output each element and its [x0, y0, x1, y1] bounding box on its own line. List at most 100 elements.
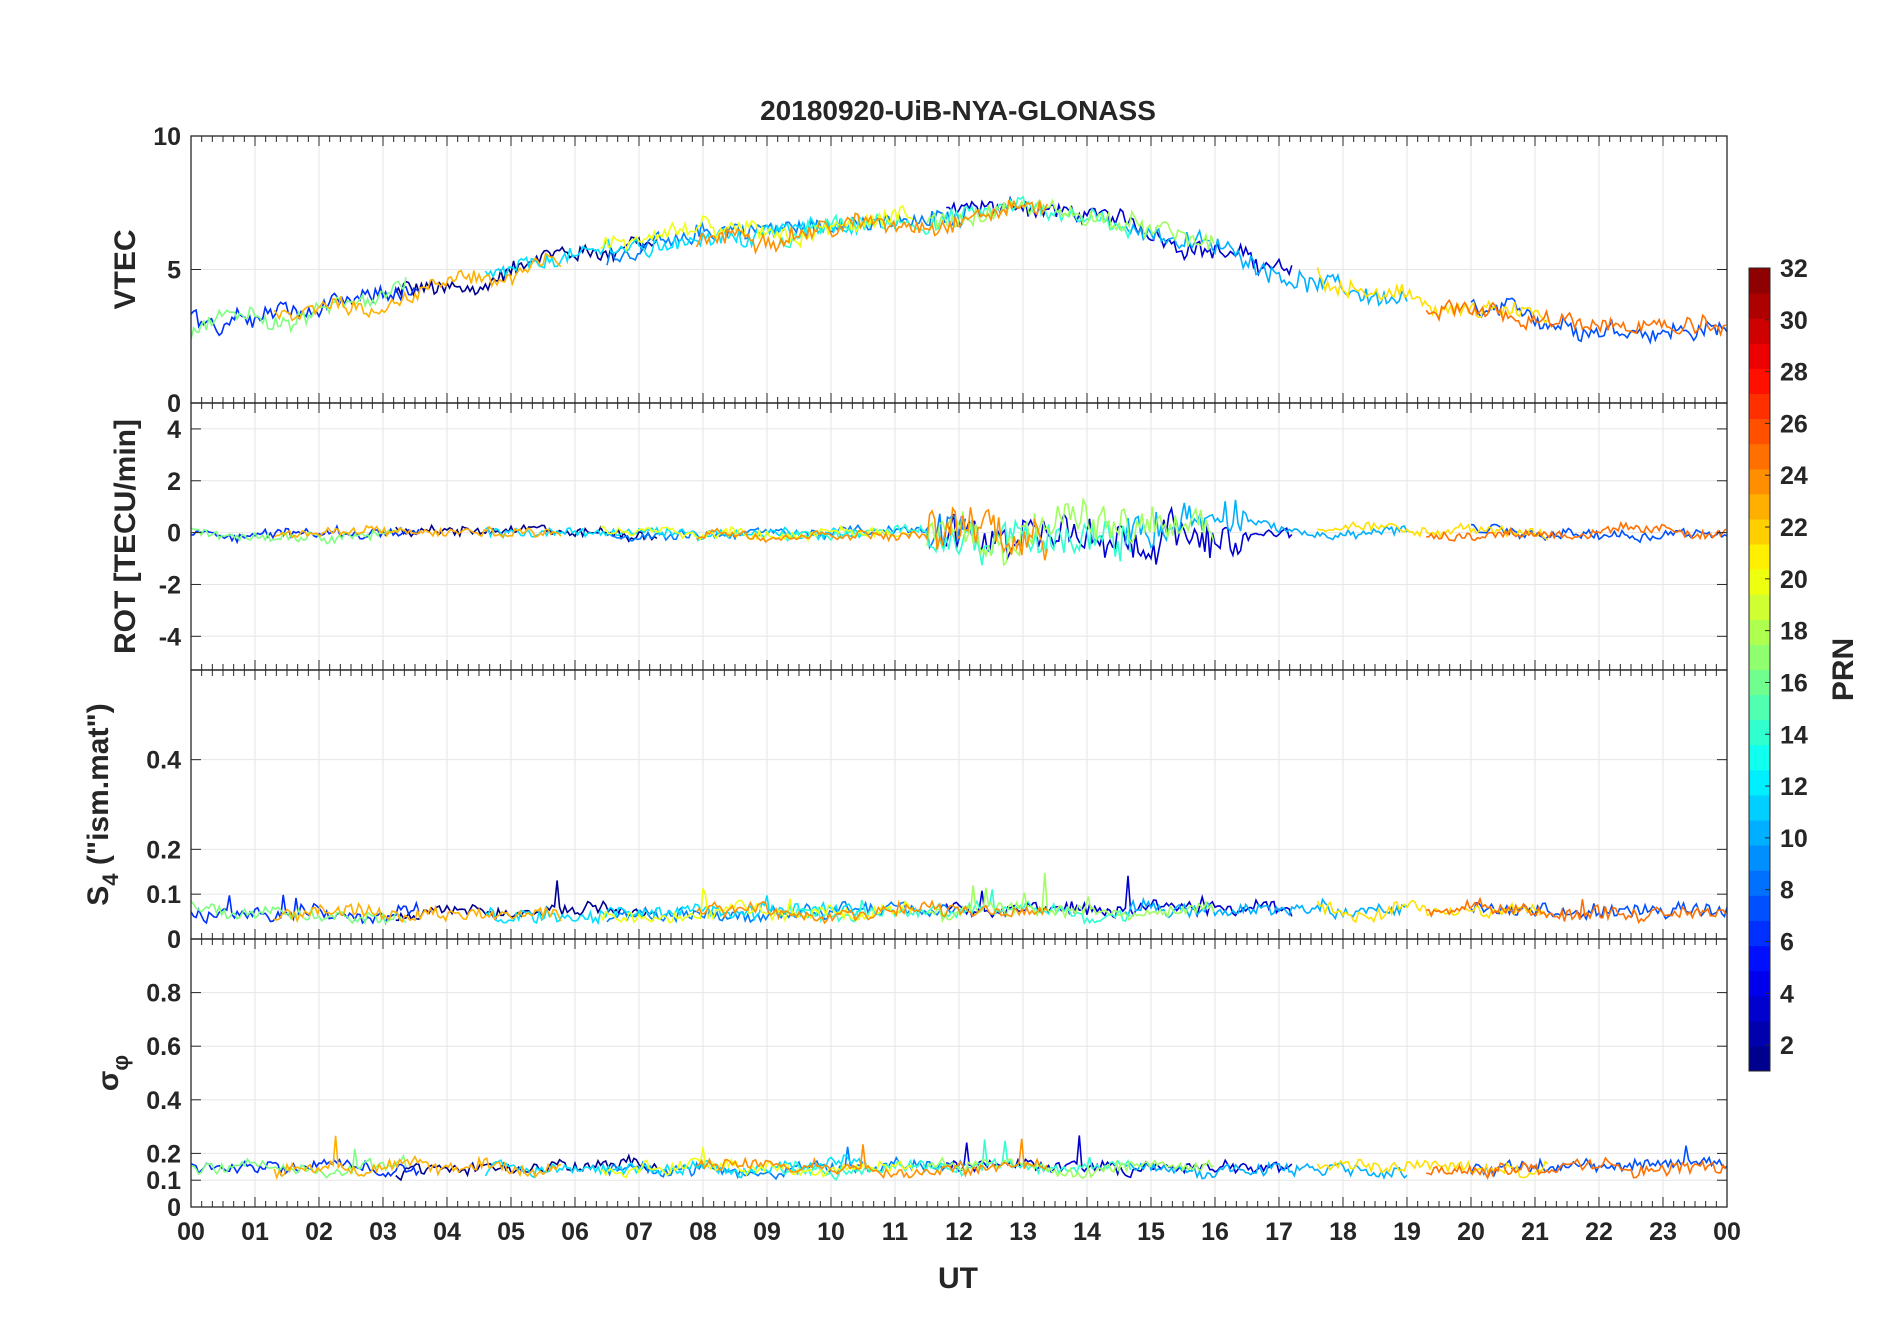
x-tick-label: 05	[497, 1218, 525, 1246]
x-tick-label: 17	[1265, 1218, 1293, 1246]
y-tick-label: 0.4	[146, 747, 181, 775]
y-tick-label: 0.4	[146, 1087, 181, 1115]
series-line-prn-19	[600, 524, 914, 543]
series-line-prn-20	[1316, 267, 1549, 325]
series-line-prn-8	[606, 208, 967, 266]
colorbar-segment	[1749, 945, 1770, 972]
series-line-prn-10	[1124, 223, 1408, 307]
colorbar-segment	[1749, 343, 1770, 369]
x-tick-label: 04	[433, 1218, 461, 1246]
colorbar-segment	[1749, 820, 1770, 846]
y-tick-label: 0.8	[146, 980, 181, 1008]
colorbar-segment	[1749, 468, 1770, 495]
series-line-prn-14	[779, 518, 1132, 566]
series-line-prn-19	[600, 204, 914, 253]
colorbar-segment	[1749, 669, 1770, 696]
colorbar-segment	[1749, 493, 1770, 520]
y-axis-label-sigma_phi: σφ	[92, 1055, 133, 1091]
colorbar-tick-label: 20	[1780, 566, 1808, 594]
colorbar-tick-label: 2	[1780, 1032, 1794, 1060]
colorbar-tick-label: 32	[1780, 255, 1808, 283]
colorbar-frame	[1748, 267, 1771, 1072]
colorbar-tick-label: 14	[1780, 721, 1808, 749]
colorbar-tick-label: 10	[1780, 825, 1808, 853]
series-lines	[191, 1135, 1727, 1182]
x-axis-label: UT	[938, 1262, 978, 1295]
y-tick-label: 0	[167, 520, 181, 548]
series-line-prn-10	[1124, 896, 1408, 921]
colorbar-segment	[1749, 920, 1770, 947]
colorbar-segment	[1749, 268, 1770, 294]
series-line-prn-22	[274, 901, 562, 924]
series-line-prn-2	[395, 236, 658, 299]
x-tick-label: 03	[369, 1218, 397, 1246]
series-line-prn-22	[273, 252, 562, 322]
panel-vtec: 0 5 10 VTEC	[109, 123, 1728, 418]
colorbar-segment	[1749, 443, 1770, 470]
x-tick-label: 12	[945, 1218, 973, 1246]
x-tick-label: 16	[1201, 1218, 1229, 1246]
series-lines	[191, 195, 1727, 345]
colorbar-segment	[1749, 293, 1770, 319]
colorbar-tick-label: 6	[1780, 928, 1794, 956]
series-line-prn-23	[695, 899, 1048, 925]
colorbar-segment	[1749, 694, 1770, 721]
series-lines	[191, 872, 1727, 926]
panel-s4: 0 0.1 0.2 0.4 S4 ("ism.mat")	[82, 669, 1728, 954]
series-line-prn-6	[1470, 523, 1727, 544]
colorbar-tick-label: 18	[1780, 618, 1808, 646]
series-line-prn-17	[926, 872, 1215, 924]
colorbar-segment	[1749, 318, 1770, 344]
y-tick-label: 0	[167, 1194, 181, 1222]
colorbar-tick-label: 28	[1780, 359, 1808, 387]
series-line-prn-22	[273, 524, 562, 539]
x-tick-label: 21	[1521, 1218, 1549, 1246]
y-tick-label: 2	[167, 468, 181, 496]
colorbar-segment	[1749, 569, 1770, 595]
colorbar-tick-label: 8	[1780, 877, 1794, 905]
colorbar-segment	[1749, 393, 1770, 420]
x-tick-label: 14	[1073, 1218, 1101, 1246]
series-line-prn-24	[1425, 298, 1727, 337]
series-line-prn-23	[696, 1138, 1048, 1180]
series-line-prn-14	[779, 1139, 1132, 1182]
colorbar-segment	[1749, 970, 1770, 997]
x-tick-label: 11	[882, 1218, 909, 1246]
series-line-prn-12	[484, 526, 863, 542]
series-line-prn-17	[926, 1156, 1214, 1180]
y-tick-label: 0.6	[146, 1033, 181, 1061]
x-tick-label: 08	[689, 1218, 717, 1246]
y-axis-label-vtec: VTEC	[109, 229, 142, 309]
y-tick-label: -4	[159, 623, 181, 651]
series-line-prn-10	[1125, 1161, 1408, 1180]
series-line-prn-6	[1470, 297, 1727, 345]
colorbar-segment	[1749, 870, 1770, 896]
x-tick-label: 06	[561, 1218, 589, 1246]
colorbar-tick-label: 26	[1780, 410, 1808, 438]
colorbar-segment	[1749, 769, 1770, 796]
y-tick-label: 0.1	[146, 881, 181, 909]
colorbar-tick-label: 24	[1780, 462, 1808, 490]
colorbar-segment	[1749, 544, 1770, 570]
y-axis-label-rot: ROT [TECU/min]	[109, 419, 142, 654]
x-tick-label: 09	[753, 1218, 781, 1246]
colorbar-tick-label: 4	[1780, 980, 1794, 1008]
colorbar-segment	[1749, 895, 1770, 921]
x-tick-label: 02	[305, 1218, 333, 1246]
x-tick-label: 01	[241, 1218, 269, 1246]
colorbar-segment	[1749, 995, 1770, 1022]
series-line-prn-16	[191, 900, 407, 926]
y-tick-label: 5	[167, 257, 181, 285]
x-tick-label: 20	[1457, 1218, 1485, 1246]
y-tick-label: 10	[153, 123, 181, 151]
series-lines	[191, 496, 1727, 567]
colorbar-label: PRN	[1827, 638, 1860, 701]
series-line-prn-14	[779, 889, 1131, 926]
panel-sigma_phi: 00.10.2 0.4 0.6 0.8 σφ	[92, 938, 1728, 1222]
x-tick-label: 15	[1137, 1218, 1165, 1246]
x-tick-label: 07	[625, 1218, 653, 1246]
series-line-prn-24	[1426, 520, 1727, 542]
